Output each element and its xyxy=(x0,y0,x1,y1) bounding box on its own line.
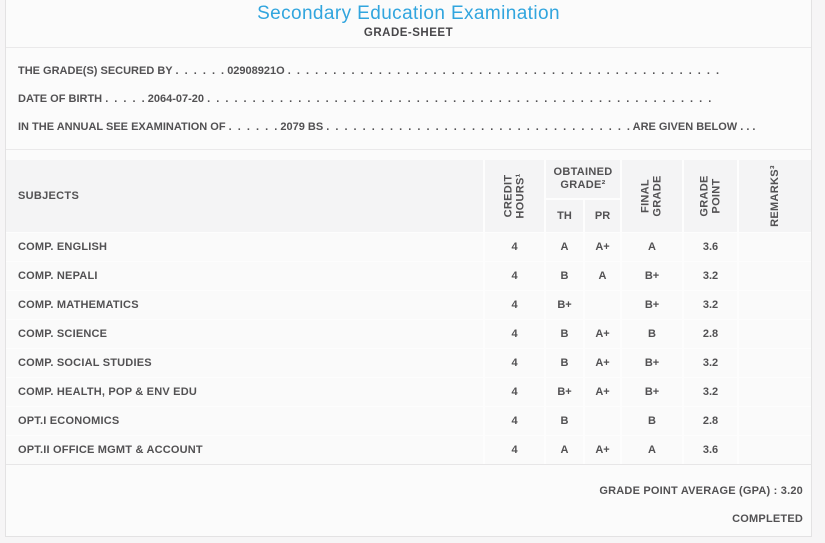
remarks-cell xyxy=(739,349,811,377)
th-grade-cell: B xyxy=(546,262,583,290)
info-label: DATE OF BIRTH xyxy=(18,93,103,105)
col-header-final-grade: FINAL GRADE xyxy=(622,160,682,232)
leader-dots: . . . . . . . . . . . . . . . . . . . . … xyxy=(326,121,630,133)
exam-year-value: 2079 BS xyxy=(280,121,324,133)
leader-dots: . . . . . . xyxy=(228,121,278,133)
th-grade-cell: B+ xyxy=(546,378,583,406)
grade-point-cell: 3.6 xyxy=(684,436,737,464)
remarks-cell xyxy=(739,407,811,435)
final-grade-cell: B+ xyxy=(622,378,682,406)
final-grade-cell: B xyxy=(622,407,682,435)
grade-point-cell: 3.2 xyxy=(684,262,737,290)
grade-point-cell: 3.2 xyxy=(684,378,737,406)
col-header-credit-hours: CREDIT HOURS¹ xyxy=(485,160,544,232)
gpa-line: GRADE POINT AVERAGE (GPA) : 3.20 xyxy=(599,485,803,497)
col-header-remarks: REMARKS³ xyxy=(739,160,811,232)
pr-grade-cell: A+ xyxy=(585,378,620,406)
result-footer: GRADE POINT AVERAGE (GPA) : 3.20 COMPLET… xyxy=(6,465,811,533)
leader-dots: . . . . . xyxy=(105,93,145,105)
grade-point-cell: 2.8 xyxy=(684,407,737,435)
credit-cell: 4 xyxy=(485,407,544,435)
remarks-cell xyxy=(739,291,811,319)
status-completed: COMPLETED xyxy=(732,513,803,525)
info-line-examination-year: IN THE ANNUAL SEE EXAMINATION OF . . . .… xyxy=(18,113,799,141)
col-header-grade-point: GRADE POINT xyxy=(684,160,737,232)
grade-point-cell: 2.8 xyxy=(684,320,737,348)
info-label: THE GRADE(S) SECURED BY xyxy=(18,65,173,77)
remarks-cell xyxy=(739,320,811,348)
grade-point-cell: 3.2 xyxy=(684,349,737,377)
grade-sheet-panel: Secondary Education Examination GRADE-SH… xyxy=(5,0,812,537)
grades-table-section: SUBJECTS CREDIT HOURS¹ OBTAINED GRADE² T… xyxy=(6,160,811,465)
th-grade-cell: B xyxy=(546,349,583,377)
th-grade-cell: B+ xyxy=(546,291,583,319)
subject-cell: OPT.II OFFICE MGMT & ACCOUNT xyxy=(6,436,483,464)
leader-dots: . . . . . . xyxy=(175,65,225,77)
subject-cell: COMP. SCIENCE xyxy=(6,320,483,348)
th-grade-cell: A xyxy=(546,436,583,464)
credit-cell: 4 xyxy=(485,291,544,319)
grade-sheet-subtitle: GRADE-SHEET xyxy=(363,27,454,39)
page-title: Secondary Education Examination xyxy=(257,3,560,24)
col-header-obtained-grade: OBTAINED GRADE² TH PR xyxy=(546,160,620,232)
pr-grade-cell: A+ xyxy=(585,233,620,261)
final-grade-cell: B+ xyxy=(622,349,682,377)
final-grade-cell: A xyxy=(622,436,682,464)
subject-cell: COMP. HEALTH, POP & ENV EDU xyxy=(6,378,483,406)
pr-grade-cell: A xyxy=(585,262,620,290)
info-line-grades-secured: THE GRADE(S) SECURED BY . . . . . . 0290… xyxy=(18,57,799,85)
subject-cell: OPT.I ECONOMICS xyxy=(6,407,483,435)
grade-point-cell: 3.2 xyxy=(684,291,737,319)
page-header: Secondary Education Examination GRADE-SH… xyxy=(6,0,811,48)
obtained-grade-label: OBTAINED GRADE² xyxy=(546,160,620,200)
student-info-section: THE GRADE(S) SECURED BY . . . . . . 0290… xyxy=(6,48,811,150)
col-header-subjects: SUBJECTS xyxy=(6,160,483,232)
pr-grade-cell xyxy=(585,407,620,435)
final-grade-cell: B+ xyxy=(622,291,682,319)
credit-cell: 4 xyxy=(485,262,544,290)
pr-grade-cell: A+ xyxy=(585,320,620,348)
pr-grade-cell xyxy=(585,291,620,319)
remarks-cell xyxy=(739,262,811,290)
info-label: IN THE ANNUAL SEE EXAMINATION OF xyxy=(18,121,226,133)
col-header-th: TH xyxy=(546,200,583,232)
final-grade-cell: B xyxy=(622,320,682,348)
credit-cell: 4 xyxy=(485,349,544,377)
credit-cell: 4 xyxy=(485,436,544,464)
grades-table: SUBJECTS CREDIT HOURS¹ OBTAINED GRADE² T… xyxy=(6,160,811,464)
remarks-cell xyxy=(739,378,811,406)
pr-grade-cell: A+ xyxy=(585,349,620,377)
th-grade-cell: B xyxy=(546,407,583,435)
subject-cell: COMP. MATHEMATICS xyxy=(6,291,483,319)
credit-cell: 4 xyxy=(485,320,544,348)
final-grade-cell: B+ xyxy=(622,262,682,290)
date-of-birth-value: 2064-07-20 xyxy=(147,93,205,105)
info-line-date-of-birth: DATE OF BIRTH . . . . . 2064-07-20 . . .… xyxy=(18,85,799,113)
th-grade-cell: A xyxy=(546,233,583,261)
subject-cell: COMP. SOCIAL STUDIES xyxy=(6,349,483,377)
pr-grade-cell: A+ xyxy=(585,436,620,464)
leader-dots: . . . . . . . . . . . . . . . . . . . . … xyxy=(207,93,712,105)
credit-cell: 4 xyxy=(485,378,544,406)
remarks-cell xyxy=(739,436,811,464)
subject-cell: COMP. ENGLISH xyxy=(6,233,483,261)
final-grade-cell: A xyxy=(622,233,682,261)
credit-cell: 4 xyxy=(485,233,544,261)
th-grade-cell: B xyxy=(546,320,583,348)
grade-point-cell: 3.6 xyxy=(684,233,737,261)
subject-cell: COMP. NEPALI xyxy=(6,262,483,290)
leader-dots: . . . . . . . . . . . . . . . . . . . . … xyxy=(287,65,720,77)
col-header-pr: PR xyxy=(585,200,620,232)
info-suffix: ARE GIVEN BELOW . . . xyxy=(632,121,756,133)
symbol-number-value: 02908921O xyxy=(227,65,285,77)
remarks-cell xyxy=(739,233,811,261)
